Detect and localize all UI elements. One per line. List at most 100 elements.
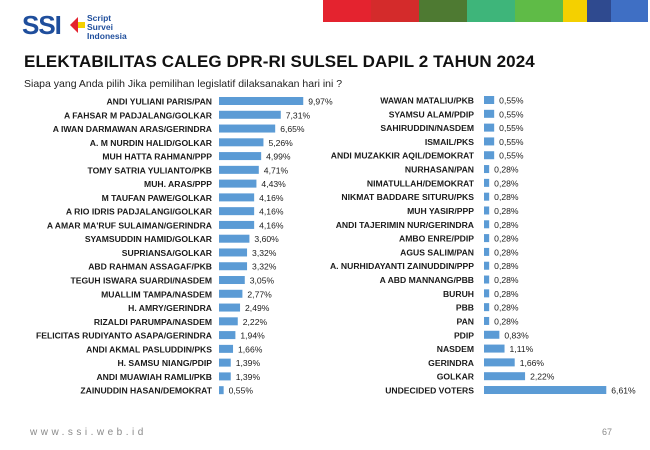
category-label: ANDI YULIANI PARIS/PAN [106,97,212,107]
color-strip-segment [467,0,515,22]
footer-url: www.ssi.web.id [30,427,147,438]
category-label: GERINDRA [428,358,474,368]
data-label: 0,28% [494,275,519,285]
bar [219,331,236,340]
bar [484,178,490,187]
data-label: 4,99% [266,152,291,162]
category-label: BURUH [443,289,474,299]
data-label: 0,28% [494,178,519,188]
category-label: MUH. ARAS/PPP [144,179,212,189]
bar [484,137,495,146]
logo-tagline-line: Survei [87,22,113,32]
page-title: ELEKTABILITAS CALEG DPR-RI SULSEL DAPIL … [24,52,535,71]
category-label: WAWAN MATALIU/PKB [380,96,474,106]
bar [219,97,304,105]
data-label: 4,16% [259,220,284,230]
data-label: 1,94% [240,331,265,341]
data-label: 0,55% [499,96,524,106]
data-label: 3,05% [250,276,275,286]
category-label: AMBO ENRE/PDIP [399,234,474,244]
category-label: ABD RAHMAN ASSAGAF/PKB [88,262,212,272]
category-label: NIKMAT BADDARE SITURU/PKS [341,192,474,202]
data-label: 0,28% [494,303,519,313]
bar [219,358,231,367]
category-label: PAN [456,316,474,326]
category-label: A. M NURDIN HALID/GOLKAR [90,138,213,148]
bar [484,192,490,201]
color-strip-segment [611,0,648,22]
data-label: 3,60% [254,234,279,244]
bar [219,165,259,174]
bar [484,109,495,118]
data-label: 1,39% [236,358,261,368]
data-label: 1,39% [236,372,261,382]
category-label: ZAINUDDIN HASAN/DEMOKRAT [80,386,212,396]
category-label: UNDECIDED VOTERS [385,386,474,396]
category-label: H. SAMSU NIANG/PDIP [117,358,212,368]
bar [484,123,495,132]
bar [484,165,490,174]
bar [219,344,234,353]
data-label: 0,28% [494,220,519,230]
data-label: 2,77% [247,289,272,299]
bar [484,303,490,312]
data-label: 0,55% [499,137,524,147]
category-label: MUH YASIR/PPP [407,206,474,216]
category-label: SAHIRUDDIN/NASDEM [380,123,474,133]
color-strip-segment [371,0,419,22]
bar [484,247,490,256]
data-label: 0,28% [494,247,519,257]
bar [219,262,248,271]
category-label: SYAMSUDDIN HAMID/GOLKAR [85,234,213,244]
bar [219,124,276,133]
category-label: A AMAR MA'RUF SULAIMAN/GERINDRA [47,220,212,230]
category-label: ISMAIL/PKS [425,137,474,147]
page-number: 67 [602,427,613,437]
bar [219,289,243,298]
data-label: 5,26% [268,138,293,148]
logo-arrow-icon [70,17,85,33]
category-label: PBB [456,303,474,313]
chart-2: WAWAN MATALIU/PKB 0,55% SYAMSU ALAM/PDIP 0,… [330,96,636,396]
category-label: TOMY SATRIA YULIANTO/PKB [88,165,212,175]
category-label: MUH HATTA RAHMAN/PPP [102,152,212,162]
bar [219,386,224,395]
bar [219,138,264,147]
data-label: 0,55% [499,109,524,119]
category-label: TEGUH ISWARA SUARDI/NASDEM [71,276,212,286]
data-label: 3,32% [252,248,277,258]
color-strip-segment [419,0,467,22]
category-label: NIMATULLAH/DEMOKRAT [367,178,475,188]
category-label: A IWAN DARMAWAN ARAS/GERINDRA [53,124,212,134]
data-label: 2,49% [245,303,270,313]
category-label: PDIP [454,330,474,340]
data-label: 0,28% [494,316,519,326]
color-strip-segment [515,0,563,22]
data-label: 1,66% [520,358,545,368]
data-label: 4,16% [259,207,284,217]
category-label: ANDI AKMAL PASLUDDIN/PKS [86,344,212,354]
data-label: 0,55% [499,151,524,161]
bar [484,96,495,104]
color-strip-segment [563,0,587,22]
bar [484,344,505,353]
category-label: RIZALDI PARUMPA/NASDEM [94,317,212,327]
data-label: 1,11% [510,344,534,354]
data-label: 0,83% [504,330,529,340]
category-label: SUPRIANSA/GOLKAR [122,248,213,258]
category-label: SYAMSU ALAM/PDIP [389,109,475,119]
category-label: AGUS SALIM/PAN [400,247,474,257]
data-label: 4,71% [264,165,289,175]
bar [484,234,490,243]
category-label: A ABD MANNANG/PBB [380,275,474,285]
bar [219,207,255,216]
bar [219,110,281,119]
category-label: NURHASAN/PAN [405,165,474,175]
logo-tagline: Script Survei Indonesia [87,14,127,41]
data-label: 4,43% [261,179,286,189]
bar [484,316,490,325]
category-label: MUALLIM TAMPA/NASDEM [101,289,212,299]
category-label: A RIO IDRIS PADJALANGI/GOLKAR [66,207,213,217]
color-strip-segment [323,0,371,22]
